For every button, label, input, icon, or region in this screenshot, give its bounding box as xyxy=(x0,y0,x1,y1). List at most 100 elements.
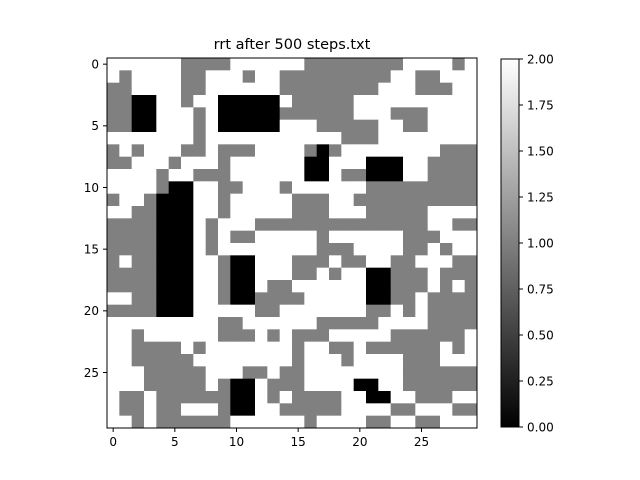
heatmap-cell xyxy=(440,341,453,355)
heatmap-cell xyxy=(205,403,219,417)
heatmap-cell xyxy=(255,415,268,429)
heatmap-cell xyxy=(403,132,416,145)
heatmap-cell xyxy=(255,107,268,121)
heatmap-cell xyxy=(230,169,244,182)
heatmap-cell xyxy=(267,243,281,256)
heatmap-cell xyxy=(341,230,355,244)
heatmap-cell xyxy=(427,329,441,343)
heatmap-cell xyxy=(403,378,416,392)
heatmap-cell xyxy=(366,415,379,429)
heatmap-cell xyxy=(341,132,355,145)
heatmap-cell xyxy=(304,156,318,170)
heatmap-cell xyxy=(316,317,330,330)
heatmap-cell xyxy=(452,354,466,367)
heatmap-cell xyxy=(440,119,453,133)
heatmap-cell xyxy=(255,255,268,269)
heatmap-cell xyxy=(131,354,145,367)
heatmap-cell xyxy=(378,267,392,281)
heatmap-cell xyxy=(329,156,342,170)
heatmap-cell xyxy=(316,144,330,158)
heatmap-cell xyxy=(366,255,379,269)
heatmap-cell xyxy=(316,366,330,380)
heatmap-cell xyxy=(267,95,281,108)
heatmap-cell xyxy=(390,317,404,330)
heatmap-cell xyxy=(218,243,231,256)
heatmap-cell xyxy=(107,403,120,417)
heatmap-cell xyxy=(156,181,170,195)
heatmap-cell xyxy=(378,304,392,318)
heatmap-cell xyxy=(119,82,133,96)
heatmap-cell xyxy=(144,206,157,219)
heatmap-cell xyxy=(378,366,392,380)
heatmap-cell xyxy=(440,206,453,219)
heatmap-cell xyxy=(452,366,466,380)
heatmap-cell xyxy=(242,403,256,417)
heatmap-cell xyxy=(292,255,305,269)
heatmap-cell xyxy=(230,341,244,355)
heatmap-cell xyxy=(255,156,268,170)
heatmap-cell xyxy=(168,304,182,318)
heatmap-cell xyxy=(440,193,453,207)
heatmap-cell xyxy=(156,366,170,380)
heatmap-cell xyxy=(440,280,453,293)
heatmap-cell xyxy=(353,354,367,367)
heatmap-cell xyxy=(440,169,453,182)
heatmap-cell xyxy=(341,329,355,343)
heatmap-cell xyxy=(193,107,207,121)
heatmap-cell xyxy=(464,391,478,404)
heatmap-cell xyxy=(341,280,355,293)
heatmap-cell xyxy=(415,317,429,330)
heatmap-cell xyxy=(205,255,219,269)
heatmap-cell xyxy=(107,95,120,108)
heatmap-cell xyxy=(181,243,194,256)
heatmap-cell xyxy=(255,230,268,244)
heatmap-cell xyxy=(156,58,170,71)
heatmap-cell xyxy=(205,230,219,244)
heatmap-cell xyxy=(156,119,170,133)
heatmap-cell xyxy=(366,181,379,195)
heatmap-cell xyxy=(378,144,392,158)
heatmap-cell xyxy=(378,341,392,355)
heatmap-cell xyxy=(156,230,170,244)
heatmap-cell xyxy=(242,132,256,145)
heatmap-cell xyxy=(131,169,145,182)
heatmap-cell xyxy=(415,181,429,195)
heatmap-cell xyxy=(193,243,207,256)
heatmap-cell xyxy=(403,119,416,133)
heatmap-cell xyxy=(181,341,194,355)
heatmap-cell xyxy=(366,280,379,293)
heatmap-cell xyxy=(304,255,318,269)
heatmap-cell xyxy=(341,415,355,429)
heatmap-cell xyxy=(329,317,342,330)
heatmap-cell xyxy=(415,70,429,84)
heatmap-cell xyxy=(267,354,281,367)
heatmap-cell xyxy=(341,304,355,318)
heatmap-cell xyxy=(156,329,170,343)
heatmap-cell xyxy=(427,243,441,256)
heatmap-cell xyxy=(304,329,318,343)
heatmap-cell xyxy=(107,366,120,380)
heatmap-cell xyxy=(378,95,392,108)
heatmap-cell xyxy=(107,292,120,306)
heatmap-cell xyxy=(205,181,219,195)
heatmap-cell xyxy=(378,82,392,96)
heatmap-cell xyxy=(255,292,268,306)
heatmap-cell xyxy=(292,415,305,429)
heatmap-cell xyxy=(353,107,367,121)
heatmap-cell xyxy=(329,292,342,306)
heatmap-cell xyxy=(341,206,355,219)
heatmap-cell xyxy=(329,280,342,293)
heatmap-cell xyxy=(193,280,207,293)
heatmap-cell xyxy=(415,107,429,121)
heatmap-cell xyxy=(144,354,157,367)
colorbar-tick-label: 1.75 xyxy=(527,98,554,112)
heatmap-cell xyxy=(193,58,207,71)
heatmap-cell xyxy=(366,391,379,404)
heatmap-cell xyxy=(329,193,342,207)
heatmap-cell xyxy=(242,243,256,256)
heatmap-cell xyxy=(427,132,441,145)
heatmap-cell xyxy=(464,169,478,182)
heatmap-cell xyxy=(304,378,318,392)
heatmap-cell xyxy=(255,70,268,84)
heatmap-cell xyxy=(279,206,293,219)
